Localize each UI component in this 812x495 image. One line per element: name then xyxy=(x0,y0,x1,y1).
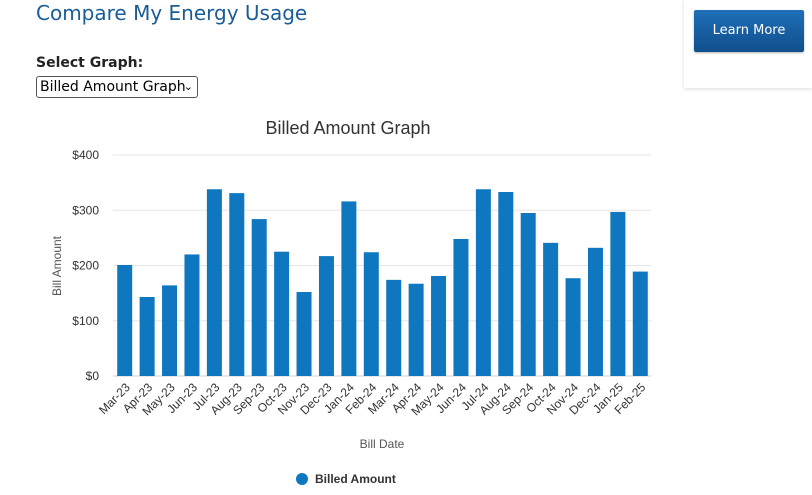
bar xyxy=(229,193,245,376)
graph-select[interactable]: Billed Amount Graph ⌄ xyxy=(36,76,198,98)
circle-icon xyxy=(296,473,308,485)
x-axis-label: Bill Date xyxy=(360,437,405,451)
y-axis-label: Bill Amount xyxy=(50,235,64,296)
bar xyxy=(431,275,447,376)
bar xyxy=(117,264,133,376)
bar xyxy=(184,254,200,376)
bar xyxy=(274,251,290,376)
bar xyxy=(318,256,334,376)
select-graph-label: Select Graph: xyxy=(36,55,144,71)
bar xyxy=(341,201,357,376)
y-tick-label: $400 xyxy=(72,148,99,162)
bar xyxy=(453,238,469,376)
graph-select-value: Billed Amount Graph xyxy=(40,79,186,95)
bar xyxy=(543,242,559,376)
bar xyxy=(520,213,536,376)
y-tick-label: $300 xyxy=(72,203,99,217)
learn-more-button[interactable]: Learn More xyxy=(694,10,804,52)
page-title: Compare My Energy Usage xyxy=(36,1,308,25)
bar xyxy=(408,283,424,376)
chart-title: Billed Amount Graph xyxy=(265,118,430,138)
bar xyxy=(251,219,267,376)
bar xyxy=(162,285,178,376)
y-tick-label: $0 xyxy=(86,369,100,383)
bar xyxy=(475,189,491,376)
bar xyxy=(610,211,626,376)
bar xyxy=(632,271,648,376)
y-tick-label: $100 xyxy=(72,314,99,328)
bar xyxy=(498,192,514,376)
bar xyxy=(565,278,581,376)
bar xyxy=(206,189,222,376)
bar xyxy=(386,279,402,376)
learn-more-panel: Learn More xyxy=(684,0,812,88)
bar xyxy=(363,252,379,376)
legend-label: Billed Amount xyxy=(315,472,396,486)
y-tick-label: $200 xyxy=(72,259,99,273)
billed-amount-chart: Billed Amount Graph $0 $100 $200 $300 $400 Bil… xyxy=(50,118,651,486)
bar xyxy=(587,247,603,376)
bar xyxy=(296,292,312,376)
chevron-down-icon: ⌄ xyxy=(183,80,193,93)
bar xyxy=(139,296,155,376)
